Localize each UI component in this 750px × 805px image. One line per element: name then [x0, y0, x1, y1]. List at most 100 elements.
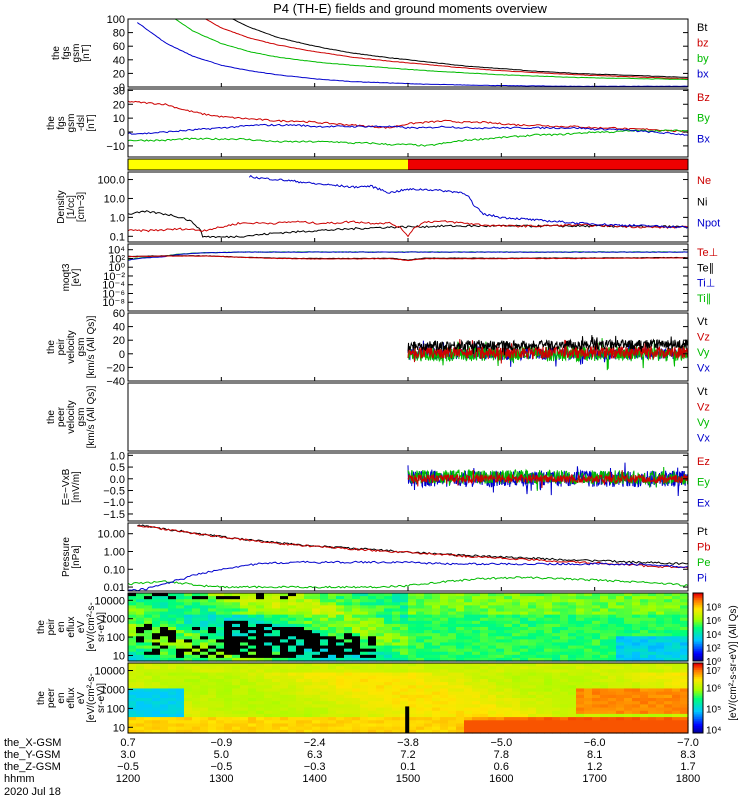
legend-5-2: Vy — [697, 347, 710, 359]
xaxis-value-2-6: 1.7 — [680, 761, 695, 773]
flag-segment-0 — [128, 159, 408, 170]
panel-6 — [127, 382, 689, 452]
colorbar-tick-9-3: 10⁶ — [706, 616, 721, 627]
ytick-label-3-2: 10.0 — [104, 193, 125, 205]
ylabel-5-0: the — [46, 340, 57, 354]
ylabel-10-4: eV — [76, 692, 87, 705]
ylabel-10-5: [eV/(cm²-s- — [86, 673, 97, 722]
ytick-label-1-4: 30 — [113, 85, 125, 97]
ylabel-5-3: gsm — [76, 338, 87, 357]
series-1-Bx — [128, 123, 688, 136]
ytick-label-1-3: 20 — [113, 99, 125, 111]
date-label: 2020 Jul 18 — [4, 786, 61, 798]
ylabel-5-2: velocity — [66, 330, 77, 363]
xaxis-value-2-3: 0.1 — [400, 761, 415, 773]
ytick-label-3-3: 100.0 — [97, 175, 125, 187]
ytick-label-1-2: 10 — [113, 113, 125, 125]
legend-6-1: Vz — [697, 402, 710, 414]
legend-6-3: Vx — [697, 433, 710, 445]
legend-8-3: Pi — [697, 573, 707, 585]
ylabel-9-6: sr-eV)] — [96, 612, 107, 642]
xaxis-value-3-3: 1500 — [396, 773, 420, 785]
xaxis-value-2-2: −0.3 — [304, 761, 326, 773]
colorbar-unit-label: [eV/(cm²-s-sr-eV)] (All Qs) — [728, 605, 739, 721]
series-1-Bz — [128, 100, 688, 134]
panel-5 — [127, 312, 689, 382]
series-0-by — [174, 19, 688, 81]
ytick-label-7-4: 0.5 — [110, 462, 125, 474]
xaxis-value-3-5: 1700 — [582, 773, 606, 785]
colorbar-frame-10 — [692, 662, 704, 734]
ytick-label-5-2: 0 — [119, 349, 125, 361]
ylabel-5-1: peir — [56, 338, 67, 355]
colorbar-tick-9-2: 10⁴ — [706, 630, 721, 641]
panel-4 — [127, 243, 689, 312]
panel-8 — [127, 522, 689, 592]
series-0-bz — [204, 19, 688, 80]
xaxis-value-0-6: −7.0 — [677, 737, 699, 749]
ylabel-7-1: [mV/m] — [71, 471, 82, 503]
panel-9 — [127, 592, 704, 662]
ylabel-6-3: gsm — [76, 408, 87, 427]
legend-8-2: Pe — [697, 557, 710, 569]
legend-0-0: Bt — [697, 22, 707, 34]
series-4-Ti⊥ — [128, 251, 688, 261]
ylabel-9-4: eV — [76, 621, 87, 634]
xaxis-value-0-2: −2.4 — [304, 737, 326, 749]
xaxis-value-0-0: 0.7 — [120, 737, 135, 749]
ytick-label-7-5: 1.0 — [110, 450, 125, 462]
xaxis-value-1-5: 8.1 — [587, 749, 602, 761]
panel-3 — [127, 171, 689, 243]
xaxis-row-label-2: the_Z-GSM — [4, 761, 61, 773]
legend-4-3: Ti∥ — [697, 293, 711, 305]
legend-8-1: Pb — [697, 542, 710, 554]
ylabel-3-0: Density — [56, 190, 67, 223]
series-8-Pi — [128, 560, 688, 591]
xaxis-value-1-2: 6.3 — [307, 749, 322, 761]
series-group-3 — [128, 174, 688, 239]
panel-1 — [127, 88, 689, 158]
electron-gap-bar — [405, 706, 410, 733]
ytick-label-10-2: 1000 — [101, 684, 125, 696]
ytick-label-5-5: 60 — [113, 308, 125, 320]
legend-4-2: Ti⊥ — [697, 278, 715, 290]
flag-frame — [127, 158, 689, 171]
chart-title: P4 (TH-E) fields and ground moments over… — [273, 1, 547, 16]
series-group-5 — [407, 335, 688, 371]
xaxis-value-2-4: 0.6 — [494, 761, 509, 773]
ylabel-3-2: [cm−3] — [76, 192, 87, 223]
ytick-label-10-1: 100 — [107, 703, 125, 715]
ytick-label-4-3: 10⁻² — [103, 271, 125, 283]
xaxis-value-2-1: −0.5 — [210, 761, 232, 773]
xaxis-value-3-0: 1200 — [116, 773, 140, 785]
ytick-label-5-4: 40 — [113, 322, 125, 334]
ytick-label-7-2: −0.5 — [103, 486, 125, 498]
colorbar-tick-10-3: 10⁷ — [706, 666, 721, 677]
ylabel-6-0: the — [46, 410, 57, 424]
ylabel-8-1: [nPa] — [71, 545, 82, 569]
ylabel-6-2: velocity — [66, 400, 77, 433]
ytick-label-9-2: 1000 — [101, 614, 125, 626]
ytick-label-0-4: 80 — [113, 28, 125, 40]
colorbar-tick-9-4: 10⁸ — [706, 603, 721, 614]
xaxis-value-0-5: −6.0 — [584, 737, 606, 749]
ytick-label-4-0: 10⁴ — [108, 245, 125, 257]
ytick-label-0-1: 20 — [113, 68, 125, 80]
ytick-label-8-1: 0.10 — [104, 564, 125, 576]
legend-3-1: Ni — [697, 196, 707, 208]
legend-3-0: Ne — [697, 175, 711, 187]
legend-5-3: Vx — [697, 363, 710, 375]
ylabel-0-0: the — [51, 46, 62, 60]
legend-0-1: bz — [697, 38, 709, 50]
xaxis-value-3-6: 1800 — [676, 773, 700, 785]
series-0-Bt — [231, 19, 688, 78]
colorbar-tick-9-1: 10² — [706, 643, 721, 654]
series-group-8 — [128, 524, 688, 591]
ylabel-9-5: [eV/(cm²-s- — [86, 602, 97, 651]
ytick-label-7-3: 0.0 — [110, 474, 125, 486]
legend-5-1: Vz — [697, 332, 710, 344]
ytick-label-10-0: 10 — [113, 722, 125, 734]
xaxis-row-label-3: hhmm — [4, 773, 35, 785]
